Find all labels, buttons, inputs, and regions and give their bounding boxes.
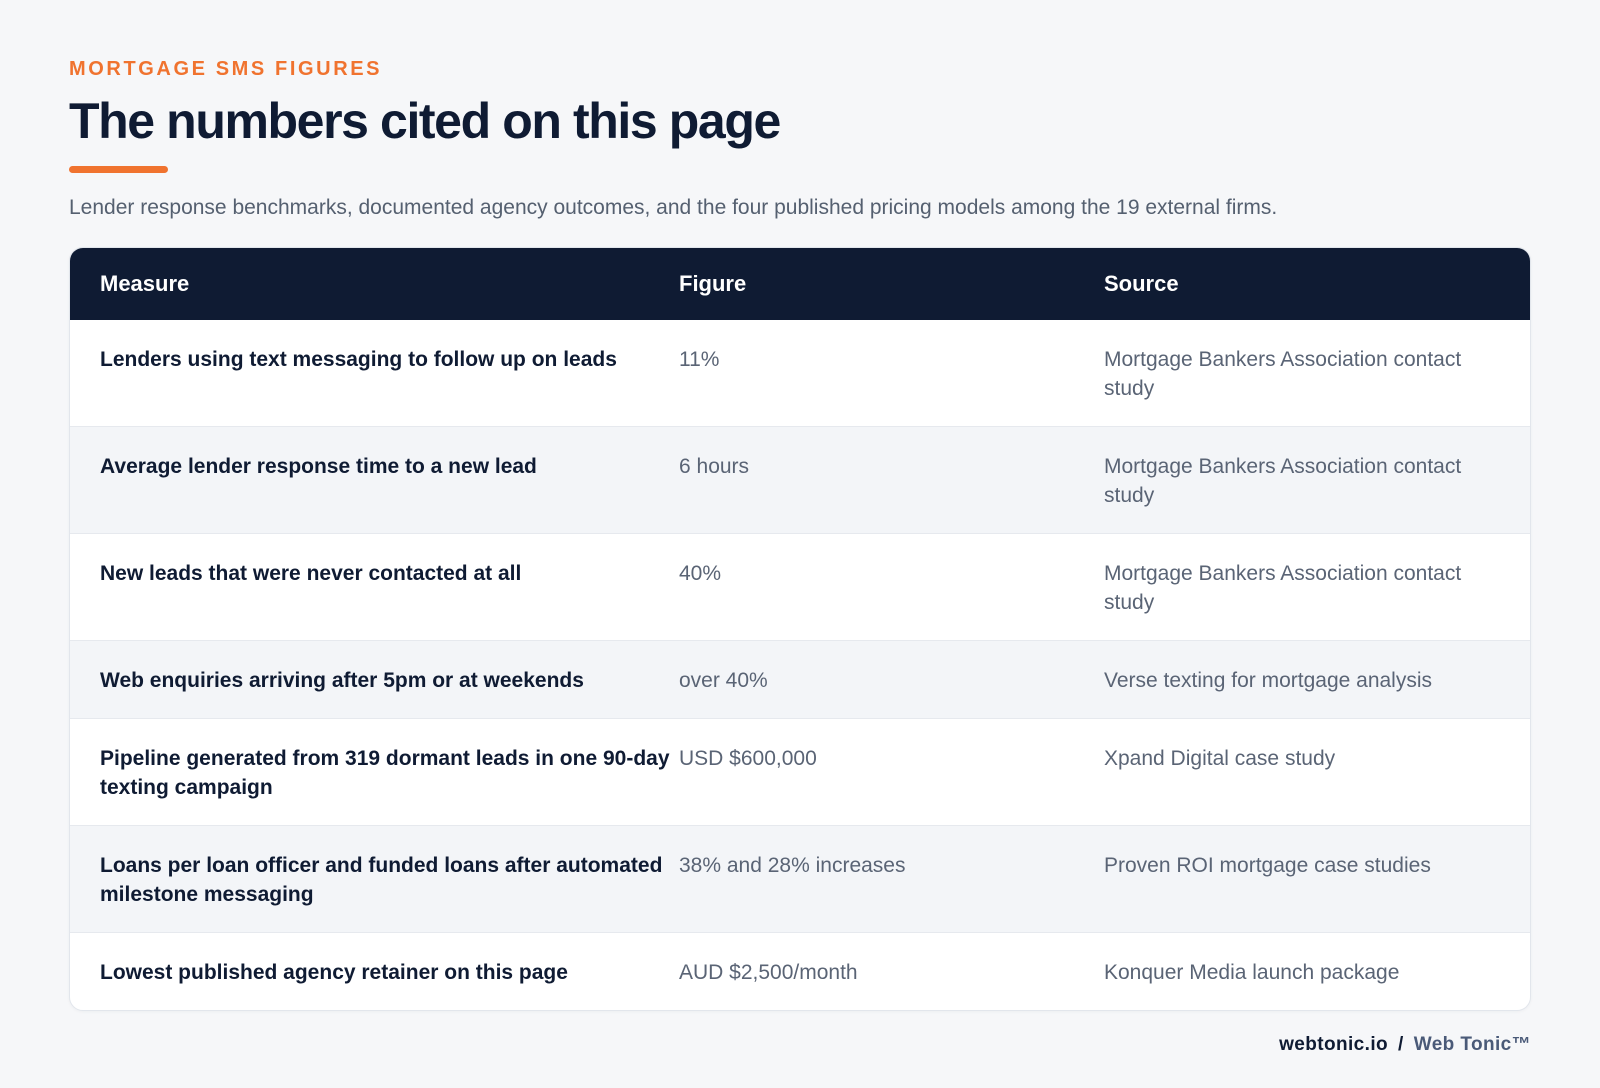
table-row: New leads that were never contacted at a…: [70, 533, 1530, 640]
figure-cell: 11%: [679, 348, 720, 371]
footer-domain: webtonic.io: [1279, 1034, 1389, 1055]
measure-cell: Loans per loan officer and funded loans …: [100, 854, 663, 906]
source-cell: Proven ROI mortgage case studies: [1104, 854, 1431, 877]
figure-cell: over 40%: [679, 669, 768, 692]
eyebrow-label: MORTGAGE SMS FIGURES: [69, 58, 383, 80]
footer-separator: /: [1398, 1034, 1404, 1055]
table-row: Lenders using text messaging to follow u…: [70, 320, 1530, 426]
footer-brand: Web Tonic™: [1413, 1034, 1531, 1055]
title-accent-bar: [69, 166, 168, 173]
column-header-figure: Figure: [679, 271, 747, 296]
column-header-measure: Measure: [100, 271, 190, 296]
figure-cell: USD $600,000: [679, 747, 817, 770]
measure-cell: Average lender response time to a new le…: [100, 455, 537, 478]
measure-cell: Lowest published agency retainer on this…: [100, 961, 568, 984]
page-title: The numbers cited on this page: [69, 93, 781, 149]
table-row: Pipeline generated from 319 dormant lead…: [70, 718, 1530, 825]
table-row: Web enquiries arriving after 5pm or at w…: [70, 640, 1530, 718]
table-row: Loans per loan officer and funded loans …: [70, 825, 1530, 932]
source-cell: Xpand Digital case study: [1104, 747, 1336, 770]
figure-cell: 40%: [679, 562, 722, 585]
measure-cell: Pipeline generated from 319 dormant lead…: [100, 747, 670, 799]
table-row: Lowest published agency retainer on this…: [70, 932, 1530, 1010]
figures-table: Measure Figure Source Lenders using text…: [69, 247, 1531, 1011]
measure-cell: Web enquiries arriving after 5pm or at w…: [100, 669, 584, 692]
footer-credit: webtonic.io / Web Tonic™: [1279, 1034, 1531, 1056]
source-cell: Mortgage Bankers Association contact stu…: [1104, 348, 1462, 400]
source-cell: Mortgage Bankers Association contact stu…: [1104, 455, 1462, 507]
measure-cell: New leads that were never contacted at a…: [100, 562, 522, 585]
column-header-source: Source: [1104, 271, 1179, 296]
page-subtitle: Lender response benchmarks, documented a…: [69, 196, 1278, 219]
source-cell: Konquer Media launch package: [1104, 961, 1400, 984]
table-header: Measure Figure Source: [70, 248, 1530, 320]
figure-cell: 6 hours: [679, 455, 750, 478]
source-cell: Mortgage Bankers Association contact stu…: [1104, 562, 1462, 614]
figure-cell: AUD $2,500/month: [679, 961, 858, 984]
measure-cell: Lenders using text messaging to follow u…: [100, 348, 617, 371]
source-cell: Verse texting for mortgage analysis: [1104, 669, 1433, 692]
table-body: Lenders using text messaging to follow u…: [70, 320, 1530, 1010]
figure-cell: 38% and 28% increases: [679, 854, 906, 877]
table-row: Average lender response time to a new le…: [70, 426, 1530, 533]
